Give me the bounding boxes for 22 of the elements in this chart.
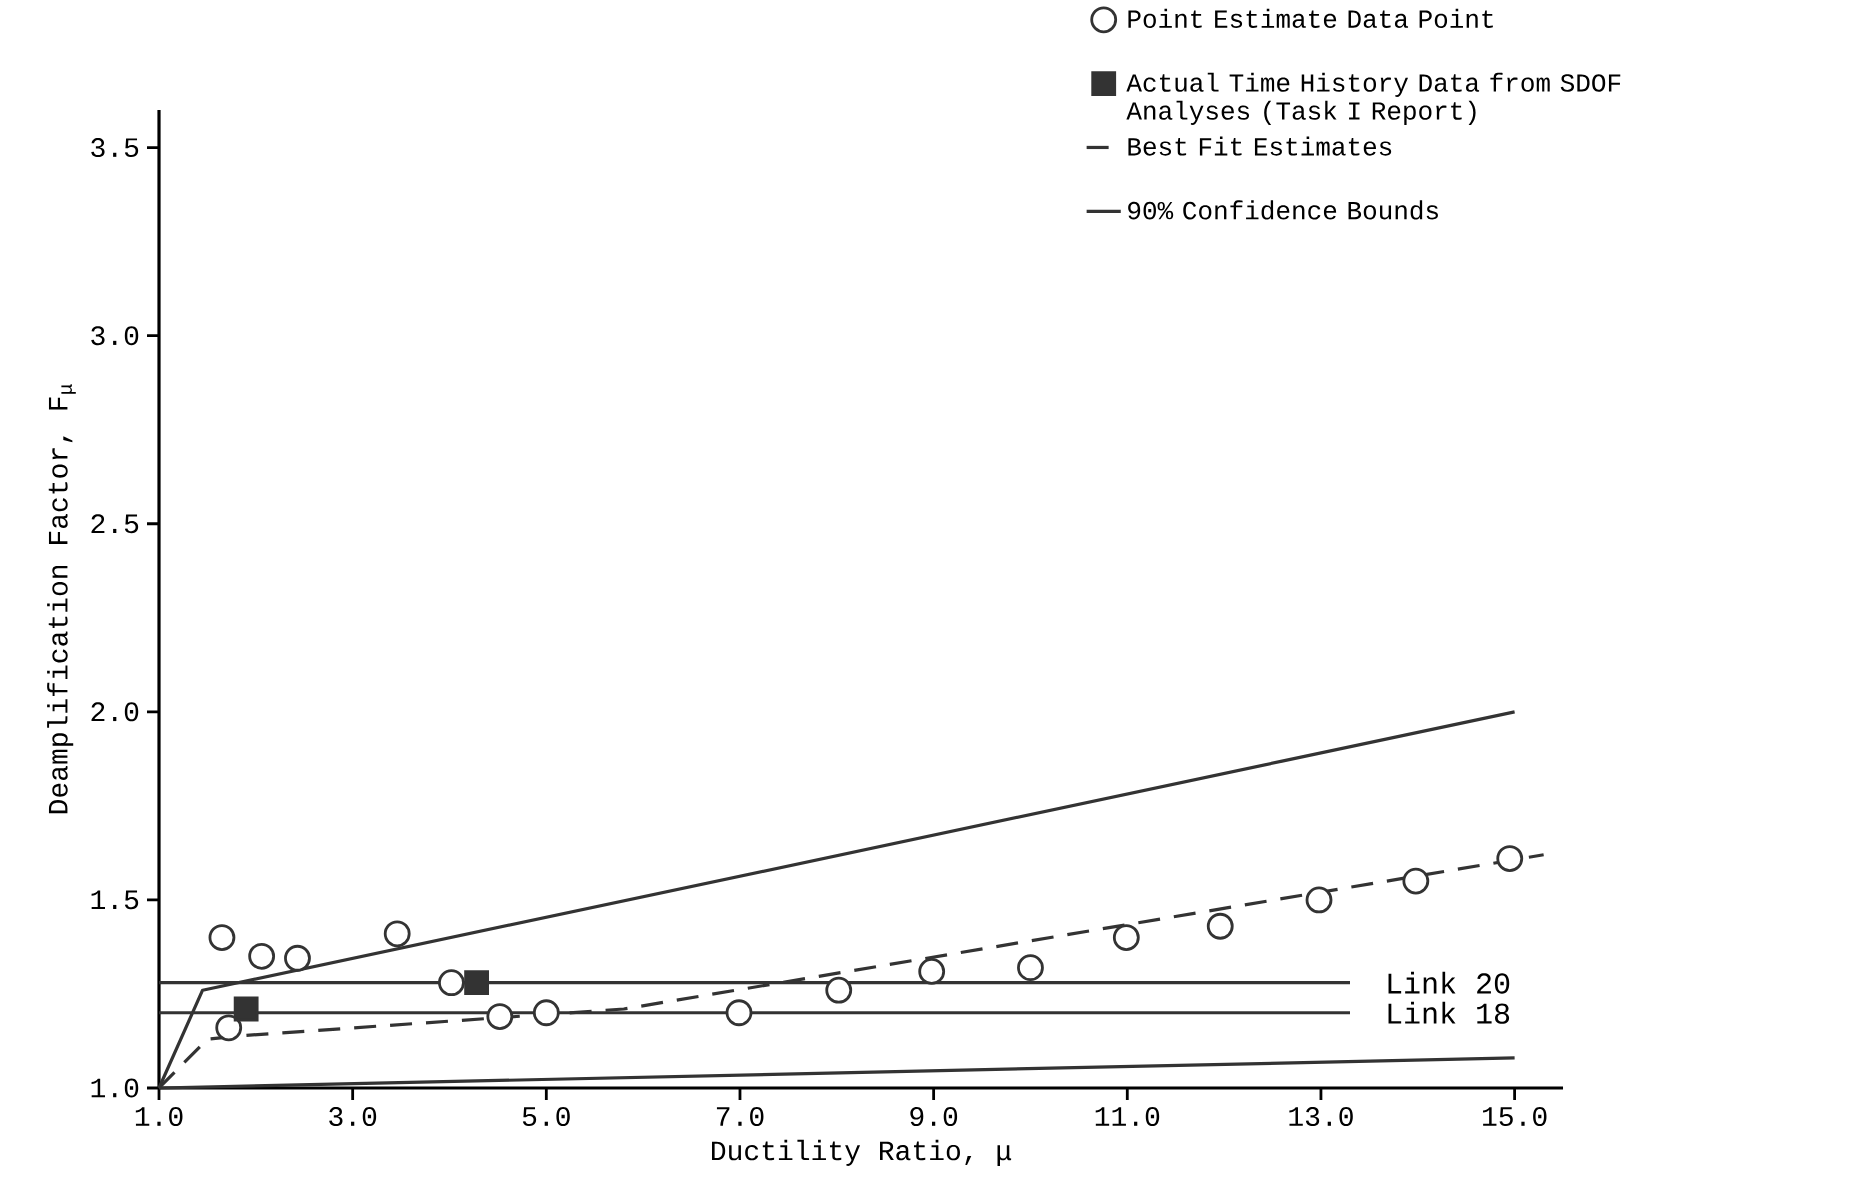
x-tick-label: 5.0 [522, 1107, 570, 1127]
x-tick-label: 1.0 [135, 1107, 183, 1127]
y-tick-label: 2.5 [91, 514, 139, 534]
x-tick-label: 9.0 [910, 1107, 958, 1127]
legend-label: Point Estimate Data Point [1128, 8, 1493, 28]
legend-label: Best Fit Estimates [1128, 136, 1392, 156]
x-tick-label: 13.0 [1289, 1107, 1353, 1127]
y-tick-label: 1.0 [91, 1078, 139, 1098]
x-tick-label: 7.0 [716, 1107, 764, 1127]
y-tick-label: 1.5 [91, 890, 139, 910]
legend-label: 90% Confidence Bounds [1128, 200, 1438, 220]
annotation: Link 18 [1388, 1001, 1510, 1024]
legend-label: Actual Time History Data from SDOF Analyses (Task I Report) [1126, 72, 1621, 125]
annotation: Link 20 [1388, 971, 1510, 994]
y-tick-label: 3.5 [91, 138, 139, 158]
x-tick-label: 11.0 [1095, 1107, 1160, 1127]
y-tick-label: 3.0 [91, 326, 139, 346]
y-axis-title: Deamplification Factor, F$_{μ}$ [47, 384, 76, 814]
x-axis-title: Ductility Ratio, μ [712, 1139, 1012, 1166]
x-tick-label: 15.0 [1483, 1107, 1547, 1127]
y-tick-label: 2.0 [91, 702, 139, 722]
x-tick-label: 3.0 [329, 1107, 377, 1127]
